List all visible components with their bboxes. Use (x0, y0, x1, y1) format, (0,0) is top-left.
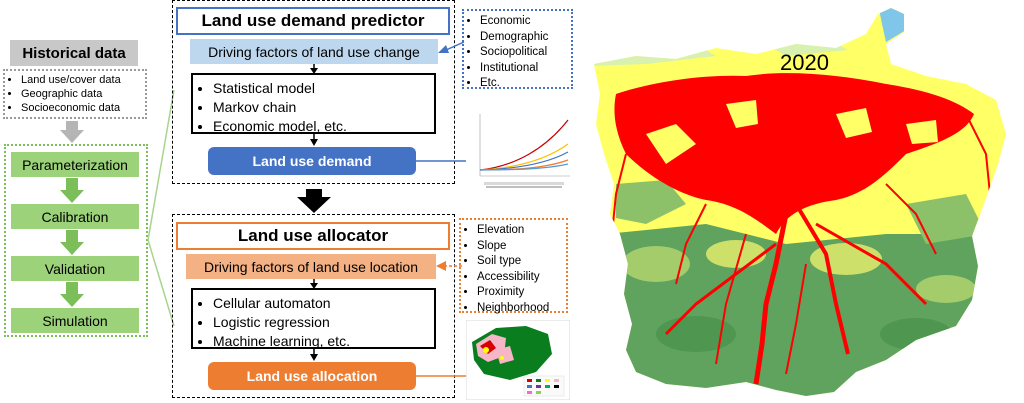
allocator-arrow-1 (310, 279, 318, 289)
map-year-label: 2020 (780, 50, 829, 75)
allocator-factor-types-box: Elevation Slope Soil type Accessibility … (459, 218, 568, 314)
demand-driving-factors: Driving factors of land use change (190, 39, 438, 64)
land-use-map-2020 (594, 8, 1006, 396)
demand-factor-item: Demographic (480, 30, 571, 46)
demand-arrow-1 (310, 64, 318, 74)
historical-item: Land use/cover data (21, 73, 145, 87)
land-use-demand-output: Land use demand (208, 147, 416, 175)
allocator-frame (172, 214, 455, 398)
big-down-arrow (297, 189, 331, 213)
down-arrow-gray (60, 121, 84, 143)
step-validation: Validation (11, 256, 139, 281)
allocator-factor-item: Proximity (477, 285, 566, 301)
demand-factor-item: Institutional (480, 61, 571, 77)
allocator-factor-arrow (436, 261, 462, 271)
allocator-factor-item: Soil type (477, 254, 566, 270)
demand-factor-types-box: Economic Demographic Sociopolitical Inst… (462, 9, 573, 89)
historical-item: Socioeconomic data (21, 101, 145, 115)
demand-factor-item: Etc. (480, 76, 571, 92)
demand-model-item: Markov chain (213, 98, 434, 117)
demand-factor-arrow (438, 41, 465, 53)
allocator-factor-item: Accessibility (477, 270, 566, 286)
allocator-arrow-2 (310, 349, 318, 361)
historical-data-title: Historical data (10, 40, 138, 66)
demand-chart-thumbnail (466, 108, 574, 192)
demand-predictor-frame (172, 0, 455, 184)
allocator-driving-factors: Driving factors of land use location (186, 254, 436, 279)
allocation-map-thumbnail (466, 320, 570, 400)
demand-factor-item: Economic (480, 14, 571, 30)
historical-item: Geographic data (21, 87, 145, 101)
demand-model-item: Economic model, etc. (213, 117, 434, 136)
allocator-model-item: Logistic regression (213, 313, 434, 332)
allocator-factor-item: Neighborhood (477, 301, 566, 317)
allocator-models-box: Cellular automaton Logistic regression M… (191, 288, 436, 349)
allocator-factor-item: Slope (477, 239, 566, 255)
connector-lines (147, 90, 175, 327)
allocator-model-item: Machine learning, etc. (213, 332, 434, 351)
land-use-allocation-output: Land use allocation (208, 362, 416, 390)
demand-factor-item: Sociopolitical (480, 45, 571, 61)
historical-data-box: Land use/cover data Geographic data Soci… (3, 69, 147, 119)
allocator-title: Land use allocator (176, 222, 450, 250)
demand-model-item: Statistical model (213, 79, 434, 98)
step-calibration: Calibration (11, 204, 139, 229)
allocator-model-item: Cellular automaton (213, 294, 434, 313)
step-parameterization: Parameterization (11, 152, 139, 177)
process-box (4, 144, 148, 337)
green-arrows (60, 178, 84, 307)
demand-models-box: Statistical model Markov chain Economic … (191, 73, 436, 134)
demand-arrow-2 (310, 134, 318, 146)
allocator-factor-item: Elevation (477, 223, 566, 239)
demand-predictor-title: Land use demand predictor (176, 7, 450, 35)
step-simulation: Simulation (11, 308, 139, 333)
